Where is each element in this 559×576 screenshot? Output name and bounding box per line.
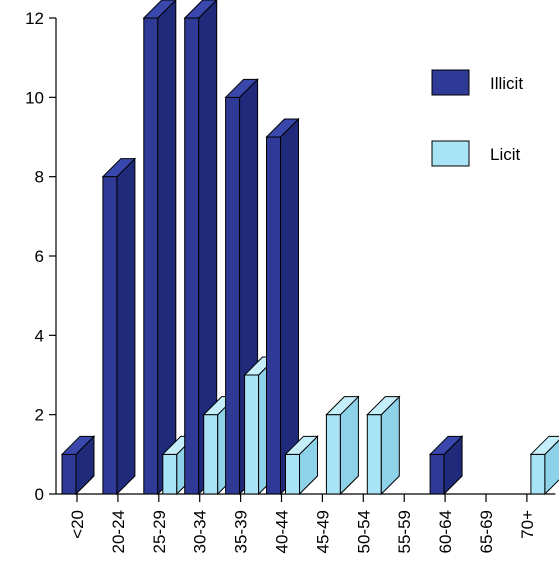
legend-item-illicit: Illicit [431, 69, 523, 96]
bar-illicit [183, 0, 218, 496]
legend-label: Licit [490, 145, 521, 164]
bar-illicit [101, 157, 137, 496]
bar-front-face [162, 453, 178, 495]
x-tick-label: 30-34 [191, 510, 210, 553]
bar-top-face [428, 435, 464, 455]
bar-top-face [60, 435, 96, 455]
x-tick-label: 50-54 [354, 510, 373, 553]
x-tick-label: 65-69 [477, 510, 496, 553]
bars [60, 0, 559, 496]
legend-swatch [431, 140, 470, 167]
bar-top-face [183, 0, 218, 19]
x-tick-label: 70+ [518, 510, 537, 539]
y-axis: 0 2 4 6 8 10 12 [25, 9, 57, 504]
x-tick-label: 20-24 [109, 510, 128, 553]
bar-licit [366, 395, 401, 496]
bar-front-face [285, 453, 300, 495]
x-tick-label: <20 [68, 510, 87, 539]
legend: Illicit Licit [431, 69, 523, 167]
y-tick-label: 10 [25, 88, 44, 107]
bar-front-face [366, 414, 382, 495]
bar-side-face [280, 117, 299, 496]
bar-top-face [265, 118, 300, 138]
legend-swatch [431, 69, 470, 96]
bar-front-face [61, 453, 77, 495]
y-tick-label: 8 [35, 168, 44, 187]
bar-top-face [101, 158, 137, 178]
x-tick-label: 25-29 [150, 510, 169, 553]
bar-front-face [102, 176, 118, 495]
bar-top-face [529, 435, 559, 455]
bar-front-face [203, 414, 219, 495]
x-tick-label: 40-44 [273, 510, 292, 553]
x-tick-label: 35-39 [232, 510, 251, 553]
bar-illicit [428, 435, 464, 496]
bar-front-face [184, 17, 200, 495]
y-tick-label: 12 [25, 9, 44, 28]
bar-illicit [60, 435, 96, 496]
bar-front-face [244, 374, 260, 495]
bar-illicit [142, 0, 177, 496]
bar-licit [529, 435, 559, 496]
bar-licit [284, 435, 319, 496]
bar-front-face [225, 96, 241, 495]
bar-top-face [142, 0, 177, 19]
bar-front-face [429, 453, 445, 495]
y-tick-label: 4 [35, 326, 44, 345]
bar-top-face [224, 78, 259, 98]
bar-front-face [325, 414, 341, 495]
bar-licit [325, 395, 360, 496]
x-tick-label: 55-59 [395, 510, 414, 553]
x-tick-label: 45-49 [313, 510, 332, 553]
bar-front-face [530, 453, 546, 495]
x-axis: <20 20-24 25-29 30-34 35-39 40-44 45-49 50-54 55… [56, 493, 556, 553]
y-tick-label: 0 [35, 485, 44, 504]
bar-illicit [265, 117, 300, 496]
bar-side-face [116, 157, 136, 496]
legend-item-licit: Licit [431, 140, 521, 167]
x-tick-label: 60-64 [436, 510, 455, 553]
y-tick-label: 6 [35, 247, 44, 266]
bar-front-face [143, 17, 159, 495]
bar-top-face [284, 435, 319, 455]
bar-top-face [325, 396, 360, 416]
bar-top-face [366, 396, 401, 416]
bar-side-face [544, 439, 559, 496]
legend-label: Illicit [490, 74, 523, 93]
y-tick-label: 2 [35, 406, 44, 425]
bar-side-face [157, 0, 177, 496]
bar-front-face [266, 136, 281, 495]
